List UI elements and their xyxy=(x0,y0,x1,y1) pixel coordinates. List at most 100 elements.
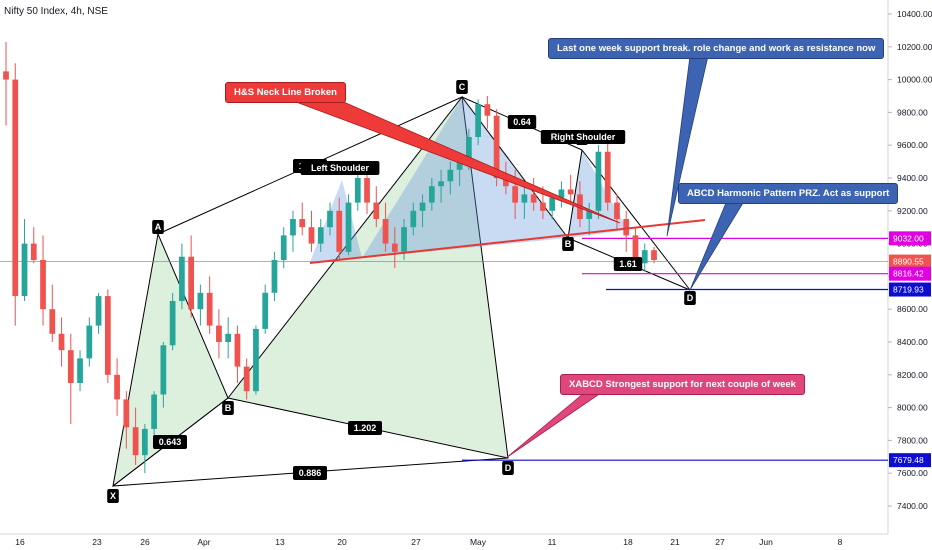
candle-body xyxy=(567,189,574,195)
price-tag-bg xyxy=(889,282,931,297)
price-tag-label: 8719.93 xyxy=(893,285,924,295)
candle-body xyxy=(475,104,481,137)
y-tick-label: 7800.00 xyxy=(897,435,928,445)
candle-body xyxy=(540,202,546,211)
candle-body xyxy=(160,345,167,395)
callout-abcd-prz: ABCD Harmonic Pattern PRZ. Act as suppor… xyxy=(678,183,899,204)
candle-body xyxy=(206,292,213,326)
right-shoulder-label: Right Shoulder xyxy=(551,132,616,142)
candle-body xyxy=(67,350,74,383)
candle-body xyxy=(428,186,435,203)
x-tick-label: 8 xyxy=(838,537,843,547)
point-d-small: D xyxy=(687,293,694,303)
candle-body xyxy=(197,292,204,310)
left-shoulder-fill xyxy=(310,180,362,262)
candle-body xyxy=(382,219,389,244)
point-x-bg xyxy=(107,489,119,503)
candle-body xyxy=(169,301,176,346)
candle-body xyxy=(419,202,426,211)
support-break-pointer xyxy=(666,55,709,237)
ratio-label: 1.202 xyxy=(354,423,377,433)
candle-body xyxy=(503,178,509,187)
candle-body xyxy=(243,366,250,392)
candle-body xyxy=(521,194,528,203)
ratio-label: 0.643 xyxy=(159,437,182,447)
y-tick-label: 7600.00 xyxy=(897,468,928,478)
candle-body xyxy=(410,210,417,228)
y-tick-label: 9800.00 xyxy=(897,107,928,117)
point-c: C xyxy=(459,82,466,92)
candle-body xyxy=(86,325,93,359)
right-shoulder-label-bg xyxy=(540,130,626,144)
candle-body xyxy=(632,235,639,264)
candle-body xyxy=(493,115,500,178)
y-tick-label: 8000.00 xyxy=(897,403,928,413)
candle-body xyxy=(364,178,370,203)
price-tag-label: 7679.48 xyxy=(893,455,924,465)
price-tag-label: 8890.55 xyxy=(893,257,924,267)
candle-body xyxy=(253,328,259,392)
point-c-bg xyxy=(456,80,468,94)
candle-body xyxy=(438,181,444,187)
candle-body xyxy=(179,256,185,301)
y-tick-label: 8400.00 xyxy=(897,337,928,347)
candle-body xyxy=(114,374,120,400)
point-a-bg xyxy=(152,220,164,234)
candle-body xyxy=(58,333,65,351)
candle-body xyxy=(549,197,556,211)
abcd-prz-pointer xyxy=(689,197,747,291)
y-tick-label: 10000.00 xyxy=(897,75,932,85)
candle-body xyxy=(391,243,398,252)
candle-body xyxy=(40,260,46,310)
x-tick-label: 27 xyxy=(715,537,725,547)
callout-xabcd-support: XABCD Strongest support for next couple … xyxy=(560,374,805,395)
candle-body xyxy=(104,296,111,375)
candle-body xyxy=(308,227,315,244)
left-shoulder-label-bg xyxy=(300,161,380,175)
point-d: D xyxy=(505,463,512,473)
callout-support-break: Last one week support break. role change… xyxy=(548,38,885,59)
candle-body xyxy=(623,219,630,236)
candle-body xyxy=(49,309,56,334)
ratio-label-bg xyxy=(293,466,327,480)
candle-body xyxy=(512,186,519,203)
candle-body xyxy=(354,178,361,203)
candle-body xyxy=(530,194,537,203)
x-tick-label: May xyxy=(470,537,487,547)
y-tick-label: 7400.00 xyxy=(897,501,928,511)
price-tag-bg xyxy=(889,453,931,468)
y-tick-label: 9600.00 xyxy=(897,140,928,150)
candle-body xyxy=(641,250,648,264)
point-a: A xyxy=(155,222,162,232)
point-d-small-bg xyxy=(684,291,696,305)
candle-body xyxy=(271,260,278,293)
candle-body xyxy=(327,210,333,228)
candle-body xyxy=(345,202,352,252)
candle-body xyxy=(216,325,222,342)
ratio-label: 1.61 xyxy=(619,259,637,269)
y-tick-label: 9200.00 xyxy=(897,206,928,216)
y-tick-label: 10400.00 xyxy=(897,9,932,19)
candle-body xyxy=(595,151,602,211)
y-tick-label: 9400.00 xyxy=(897,173,928,183)
candle-body xyxy=(604,151,611,203)
point-b: B xyxy=(225,403,232,413)
neckline xyxy=(309,219,706,264)
candle-body xyxy=(299,219,306,228)
candle-body xyxy=(132,427,139,456)
candle-body xyxy=(141,428,148,456)
candle-body xyxy=(614,202,620,219)
candle-body xyxy=(3,71,9,80)
price-tag-bg xyxy=(889,231,931,246)
point-d-bg xyxy=(502,461,514,475)
candle-body xyxy=(188,256,195,310)
x-tick-label: 16 xyxy=(15,537,25,547)
x-tick-label: 18 xyxy=(623,537,633,547)
point-b-bg xyxy=(222,401,234,415)
price-tag-label: 8816.42 xyxy=(893,269,924,279)
candle-body xyxy=(30,243,37,260)
candle-body xyxy=(447,169,454,182)
x-tick-label: 26 xyxy=(140,537,150,547)
candle-body xyxy=(456,161,463,170)
